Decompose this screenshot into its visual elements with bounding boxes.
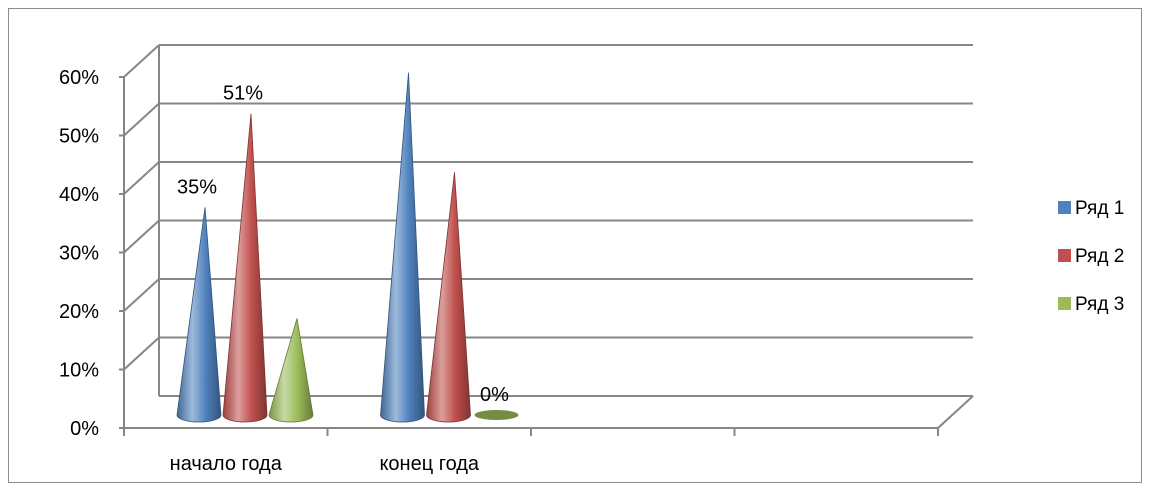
cone-mark <box>176 207 222 423</box>
data-label: 0% <box>480 384 509 406</box>
gridline-diagonal <box>123 102 160 137</box>
legend: Ряд 1 Ряд 2 Ряд 3 <box>1058 198 1124 315</box>
legend-label: Ряд 3 <box>1075 294 1124 315</box>
x-category-label: конец года <box>379 453 479 475</box>
cone-mark <box>380 72 425 423</box>
y-tick-labels: 0% 10% 20% 30% 40% 50% 60% <box>59 67 99 440</box>
y-tick-label: 50% <box>59 126 99 148</box>
data-labels: 35% 51% 0% <box>177 83 509 406</box>
y-tick-label: 10% <box>59 360 99 382</box>
data-label: 35% <box>177 176 217 198</box>
legend-swatch <box>1058 249 1071 262</box>
data-label: 51% <box>223 83 263 105</box>
gridline-diagonal <box>123 219 160 254</box>
legend-swatch <box>1058 297 1071 310</box>
x-category-label: начало года <box>170 453 283 475</box>
floor-side-edge <box>937 395 974 429</box>
legend-swatch <box>1058 201 1071 214</box>
y-tick-label: 30% <box>59 243 99 265</box>
y-tick-label: 40% <box>59 184 99 206</box>
legend-label: Ряд 2 <box>1075 246 1124 267</box>
cones <box>176 72 519 423</box>
gridline-diagonal <box>123 161 160 195</box>
gridline-diagonal <box>123 44 160 78</box>
y-tick-label: 20% <box>59 301 99 323</box>
cone-mark <box>222 113 268 423</box>
axes <box>119 76 974 436</box>
y-tick-label: 60% <box>59 67 99 89</box>
cone-mark <box>426 172 471 423</box>
legend-label: Ряд 1 <box>1075 198 1124 219</box>
cone-mark <box>474 410 519 420</box>
y-tick-label: 0% <box>70 418 99 440</box>
x-category-labels: начало года конец года <box>170 453 480 475</box>
gridline-diagonal <box>123 336 160 371</box>
cone-mark <box>268 318 314 423</box>
gridline-diagonal <box>123 278 160 312</box>
